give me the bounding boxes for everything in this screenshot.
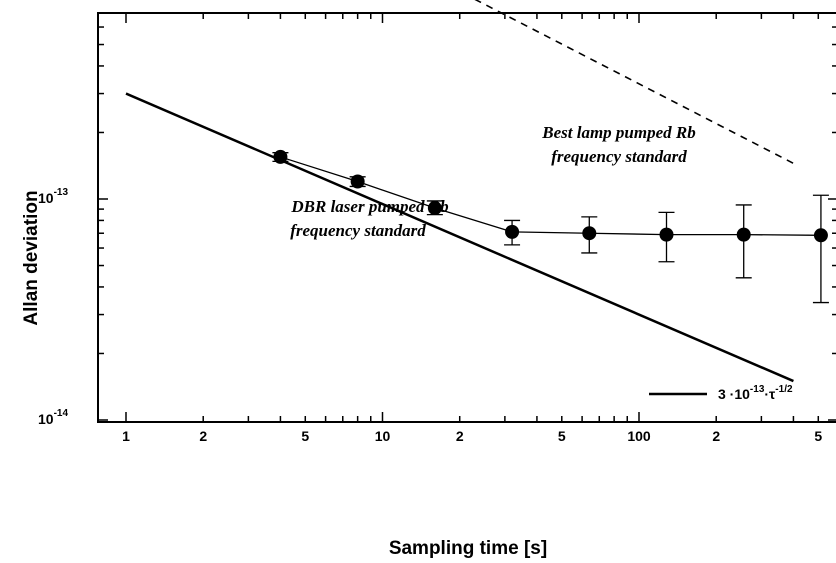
legend-label-exp2: -1/2 [775,384,793,395]
x-tick-label: 1 [122,428,130,444]
reference-line-tau-minus-half [125,92,794,383]
y-tick-label-exponent: -13 [54,187,69,198]
legend-label: 3 ·10-13·τ-1/2 [718,384,793,402]
legend-label-exp1: -13 [750,384,765,395]
y-tick-label-base: 10 [38,190,54,206]
x-tick-label: 10 [375,428,391,444]
data-point [350,174,365,189]
annotation-dbr-line2: frequency standard [290,221,426,240]
data-point [505,224,520,239]
data-point [582,226,597,241]
x-axis-title: Sampling time [s] [389,538,547,559]
x-tick-label: 5 [814,428,822,444]
x-tick-label: 5 [301,428,309,444]
x-tick-label: 2 [456,428,464,444]
legend: 3 ·10-13·τ-1/2 [649,384,793,402]
y-tick-label-base: 10 [38,411,54,427]
data-point [659,227,674,242]
annotation-lamp: Best lamp pumped Rb frequency standard [541,123,695,166]
y-axis-title: Allan deviation [21,190,42,325]
y-tick-label: 10-13 [38,187,68,206]
annotation-dbr-line1: DBR laser pumped Rb [290,197,448,216]
data-point [427,201,442,216]
legend-label-base: 3 ·10 [718,386,750,402]
lamp-pumped-dashed-line [474,0,794,165]
annotation-lamp-line2: frequency standard [551,147,687,166]
data-point [813,228,828,243]
x-axis-tick-labels: 12510251002510002 [122,428,822,444]
data-point [736,227,751,242]
legend-label-mid: ·τ [764,386,776,402]
y-axis-ticks [98,26,836,421]
x-tick-label: 2 [199,428,207,444]
x-tick-label: 2 [712,428,720,444]
series-layer [125,0,829,383]
annotation-dbr: DBR laser pumped Rb frequency standard [290,197,448,240]
plot-frame [97,12,836,423]
y-tick-label-exponent: -14 [54,408,69,419]
dbr-series-line [280,156,821,236]
x-axis-ticks [125,13,820,422]
annotation-lamp-line1: Best lamp pumped Rb [541,123,695,142]
x-tick-label: 5 [558,428,566,444]
x-tick-label: 100 [627,428,651,444]
y-tick-label: 10-14 [38,408,68,427]
